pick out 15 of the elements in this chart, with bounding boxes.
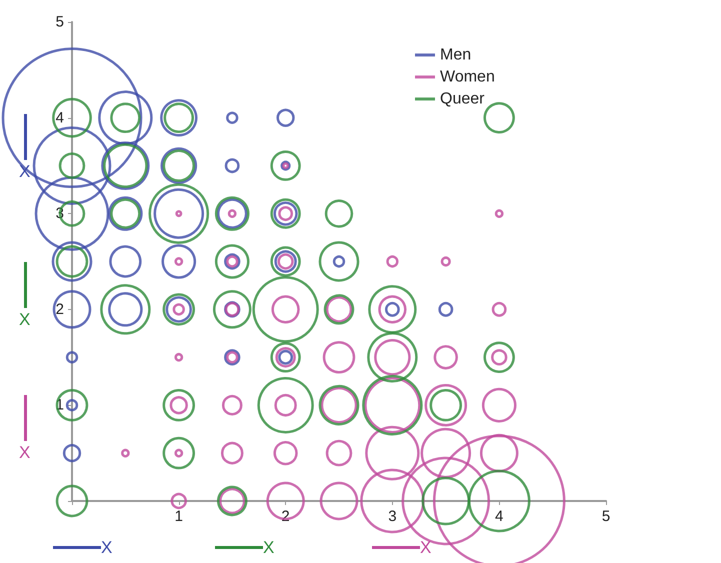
legend-label: Queer	[440, 90, 486, 108]
y-tick-label: 4	[56, 109, 64, 126]
x-tick-label: 3	[388, 508, 397, 525]
x-tick-label: 4	[495, 508, 504, 525]
text: X	[19, 443, 30, 463]
text: X	[19, 310, 30, 330]
x-tick-label: 1	[174, 508, 183, 525]
text: X	[263, 538, 274, 558]
y-tick-label: 2	[56, 300, 64, 318]
x-tick-label: 5	[602, 508, 610, 525]
text: X	[101, 538, 112, 558]
text: X	[420, 538, 432, 558]
legend-label: Women	[440, 68, 495, 86]
y-tick-label: 5	[56, 14, 64, 30]
legend-label: Men	[440, 46, 472, 64]
